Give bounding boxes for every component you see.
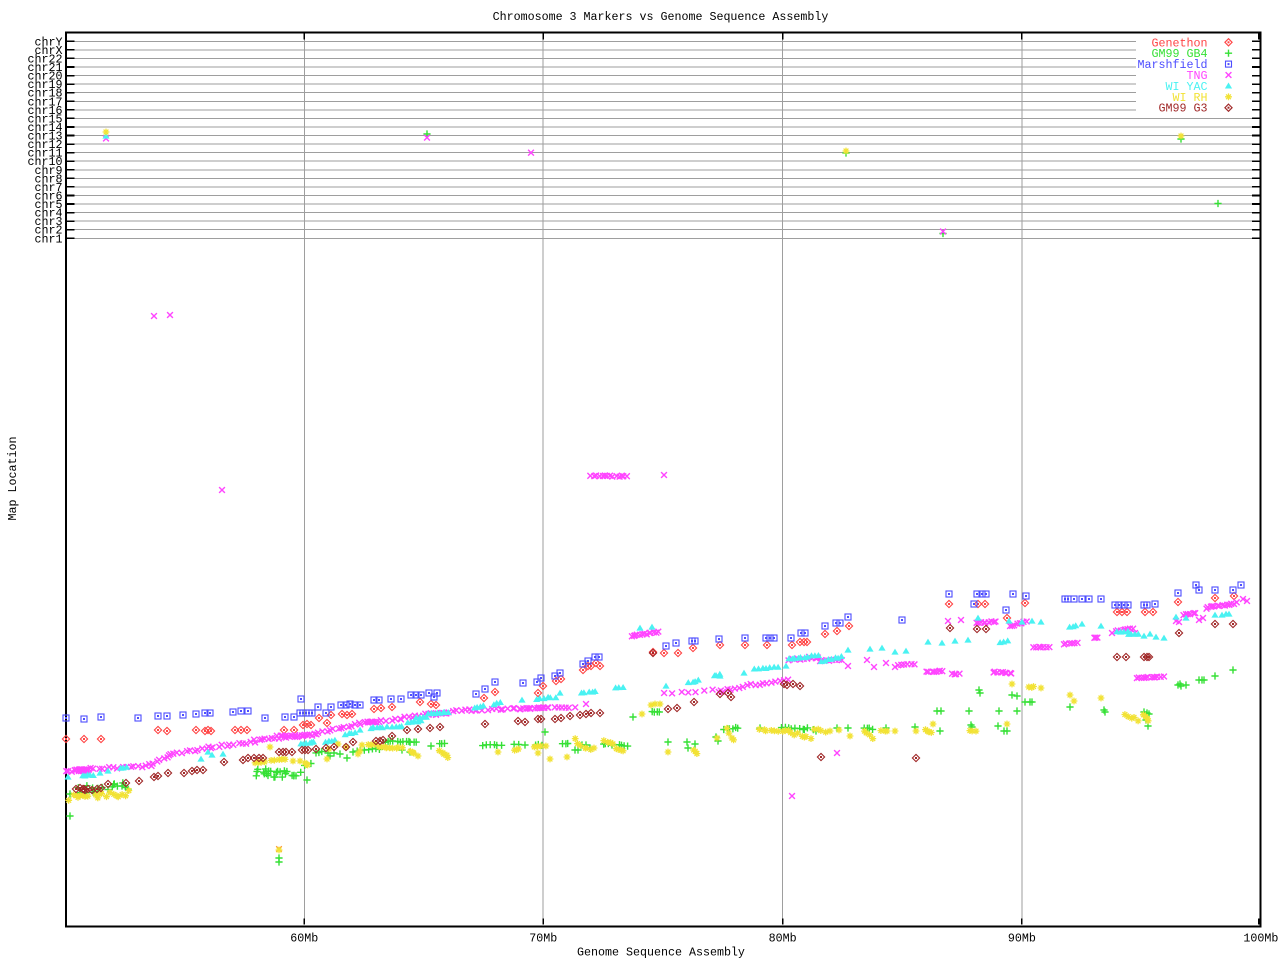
svg-text:Map Location: Map Location: [6, 437, 20, 521]
svg-text:GM99 GB4: GM99 GB4: [1152, 47, 1208, 61]
svg-text:TNG: TNG: [1187, 69, 1208, 83]
svg-text:chr21: chr21: [28, 61, 63, 75]
svg-text:chr7: chr7: [35, 181, 63, 195]
svg-text:chr10: chr10: [28, 155, 63, 169]
svg-text:chr18: chr18: [28, 87, 63, 101]
svg-text:chr14: chr14: [28, 121, 63, 135]
svg-text:chr5: chr5: [35, 198, 63, 212]
svg-text:WI YAC: WI YAC: [1166, 80, 1208, 94]
svg-text:chr20: chr20: [28, 70, 63, 84]
svg-text:GM99 G3: GM99 G3: [1159, 102, 1208, 116]
svg-text:90Mb: 90Mb: [1008, 932, 1036, 946]
svg-text:chr1: chr1: [35, 232, 63, 246]
svg-text:Chromosome 3 Markers vs Genome: Chromosome 3 Markers vs Genome Sequence …: [493, 10, 829, 24]
svg-text:chr15: chr15: [28, 112, 63, 126]
svg-text:chrX: chrX: [35, 44, 63, 58]
svg-text:chr4: chr4: [35, 207, 63, 221]
svg-text:chr11: chr11: [28, 147, 63, 161]
svg-text:WI RH: WI RH: [1173, 91, 1208, 105]
svg-text:60Mb: 60Mb: [290, 932, 318, 946]
svg-text:chr3: chr3: [35, 215, 63, 229]
svg-text:chr13: chr13: [28, 130, 63, 144]
svg-text:chr12: chr12: [28, 138, 63, 152]
svg-text:chrY: chrY: [35, 35, 63, 49]
svg-text:Genome Sequence Assembly: Genome Sequence Assembly: [577, 946, 745, 960]
svg-text:chr17: chr17: [28, 95, 63, 109]
svg-text:chr8: chr8: [35, 172, 63, 186]
svg-text:Genethon: Genethon: [1152, 36, 1208, 50]
svg-text:chr2: chr2: [35, 224, 63, 238]
svg-text:80Mb: 80Mb: [769, 932, 797, 946]
svg-text:chr19: chr19: [28, 78, 63, 92]
svg-text:Marshfield: Marshfield: [1138, 58, 1208, 72]
svg-text:100Mb: 100Mb: [1243, 932, 1278, 946]
svg-text:chr16: chr16: [28, 104, 63, 118]
svg-text:70Mb: 70Mb: [529, 932, 557, 946]
svg-text:chr22: chr22: [28, 52, 63, 66]
svg-text:chr9: chr9: [35, 164, 63, 178]
svg-text:chr6: chr6: [35, 189, 63, 203]
